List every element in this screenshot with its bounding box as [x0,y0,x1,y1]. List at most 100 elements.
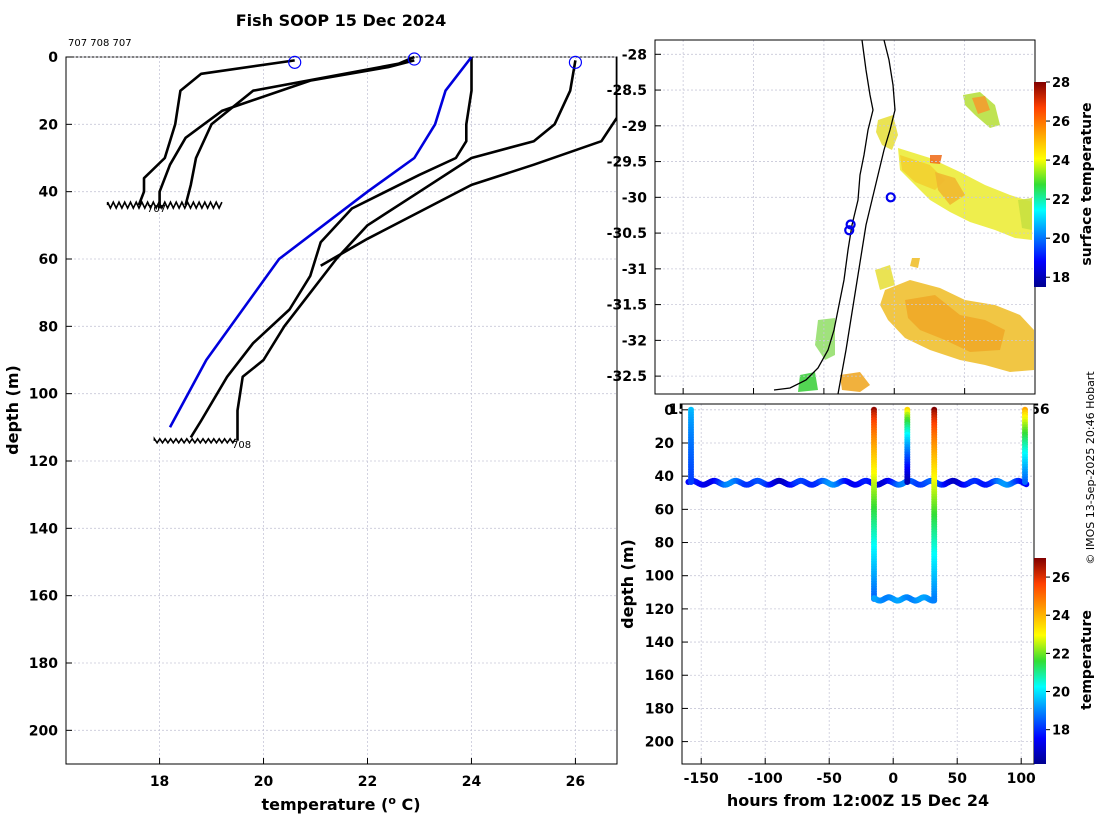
map-colorbar-tick-label: 28 [1052,76,1070,91]
map-colorbar-tick-label: 18 [1052,271,1070,286]
profile-y-tick-label: 200 [29,723,58,739]
map-y-tick-label: -30.5 [607,226,647,242]
profile-top-ids: 707 708 707 [68,38,132,49]
map-y-tick-label: -29 [622,119,647,135]
timeseries-x-label: hours from 12:00Z 15 Dec 24 [727,791,989,810]
profile-y-tick-label: 0 [48,50,58,66]
timeseries-y-ticks: 0 20 40 60 80 100 120 140 160 180 200 [645,403,688,751]
timeseries-colorbar-tick-label: 22 [1052,647,1070,662]
profile-y-ticks: 0 20 40 60 80 100 120 140 160 180 200 [29,50,72,739]
profile-y-tick-label: 140 [29,521,58,537]
map-y-tick-label: -29.5 [607,155,647,171]
timeseries-cast-point [1022,479,1028,485]
timeseries-y-tick-label: 0 [664,403,674,419]
map-colorbar-tick-label: 24 [1052,154,1070,169]
timeseries-colorbar-label: temperature [1079,610,1095,710]
timeseries-x-tick-label: 100 [1007,771,1036,787]
profile-y-tick-label: 120 [29,454,58,470]
timeseries-y-tick-label: 40 [655,469,675,485]
timeseries-x-tick-label: 50 [947,771,967,787]
timeseries-y-label: depth (m) [618,539,637,629]
timeseries-y-tick-label: 120 [645,602,674,618]
map-profile-point [844,225,855,236]
map-y-tick-label: -28 [622,47,647,63]
profile-seabed-trace-shelf [106,200,223,210]
profile-y-tick-label: 40 [39,185,59,201]
timeseries-x-tick-label: -100 [748,771,783,787]
profile-x-tick-label: 20 [254,774,274,790]
timeseries-colorbar-ticks: 18 20 22 24 26 [1046,571,1070,739]
profile-surface-marker [288,55,302,69]
timeseries-data [685,406,1030,604]
profile-line-climatology [168,56,473,428]
timeseries-y-tick-label: 100 [645,569,674,585]
map-profile-point [845,219,856,230]
timeseries-colorbar-tick-label: 24 [1052,609,1070,624]
map-y-ticks: -28 -28.5 -29 -29.5 -30 -30.5 -31 -31.5 -32 -32.5 [607,47,661,385]
map-y-tick-label: -32.5 [607,369,647,385]
profile-plot-frame [65,56,618,765]
profile-deep-id: 708 [232,440,251,451]
profile-x-ticks: 18 20 22 24 26 [150,758,585,790]
profile-y-tick-label: 60 [39,252,59,268]
map-colorbar-tick-label: 26 [1052,115,1070,130]
map-y-tick-label: -30 [622,190,648,206]
profile-y-tick-label: 160 [29,589,58,605]
profile-x-tick-label: 18 [150,774,169,790]
profile-x-tick-label: 22 [358,774,377,790]
timeseries-y-tick-label: 180 [645,701,674,717]
timeseries-y-tick-label: 80 [655,536,675,552]
profile-line-profile-a [137,59,295,206]
map-colorbar-ticks: 18 20 22 24 26 28 [1046,76,1070,286]
map-colorbar-tick-label: 20 [1052,232,1070,247]
profile-grid [66,56,617,764]
profile-line-profile-e [236,60,577,441]
timeseries-colorbar-tick-label: 18 [1052,724,1070,739]
profile-x-tick-label: 24 [462,774,482,790]
timeseries-panel: -150 -100 -50 0 50 100 0 20 40 60 80 100 120 140 160 1… [618,403,1095,810]
map-profile-locations [844,192,896,236]
timeseries-y-tick-label: 60 [655,502,675,518]
timeseries-x-tick-label: -50 [817,771,843,787]
timeseries-x-tick-label: 0 [888,771,898,787]
profile-surface-marker [568,55,583,69]
profile-shelf-id: 707 [147,204,166,215]
timeseries-x-tick-label: -150 [684,771,719,787]
profile-y-tick-label: 100 [29,387,58,403]
timeseries-x-ticks: -150 -100 -50 0 50 100 [684,758,1036,787]
profile-y-tick-label: 80 [39,319,59,335]
profile-line-profile-f [320,57,617,267]
profile-series [106,52,617,445]
map-y-tick-label: -31 [622,262,647,278]
profile-y-tick-label: 20 [39,117,59,133]
map-y-tick-label: -28.5 [607,83,647,99]
timeseries-grid [682,404,1034,764]
timeseries-deep-tow-point [931,597,938,604]
profile-surface-marker [407,52,421,66]
profile-title: Fish SOOP 15 Dec 2024 [236,11,446,30]
timeseries-background [682,404,1034,764]
timeseries-y-tick-label: 160 [645,668,674,684]
timeseries-colorbar-tick-label: 26 [1052,571,1070,586]
profile-line-profile-d [189,57,473,439]
profile-x-tick-label: 26 [566,774,585,790]
credit: © IMOS 13-Sep-2025 20:46 Hobart [1084,371,1097,565]
profile-y-tick-label: 180 [29,656,58,672]
profile-seabed-trace-deep [153,436,237,445]
timeseries-colorbar [1034,558,1046,764]
map-colorbar [1034,82,1046,287]
timeseries-cast-point [688,479,694,485]
timeseries-y-tick-label: 20 [655,436,675,452]
map-y-tick-label: -31.5 [607,298,647,314]
map-y-tick-label: -32 [622,333,647,349]
timeseries-y-tick-label: 140 [645,635,674,651]
map-coastline [773,40,896,394]
timeseries-y-tick-label: 200 [645,735,674,751]
map-colorbar-label: surface temperature [1079,102,1095,265]
profile-line-profile-c [184,55,415,206]
map-colorbar-tick-label: 22 [1052,193,1070,208]
timeseries-cast-point [904,479,911,485]
profile-panel: Fish SOOP 15 Dec 2024 18 20 22 24 26 0 20 40 60… [3,11,618,814]
map-panel: 151152153154155156 -28-28.5-29-29.5-30-3… [607,39,1095,418]
